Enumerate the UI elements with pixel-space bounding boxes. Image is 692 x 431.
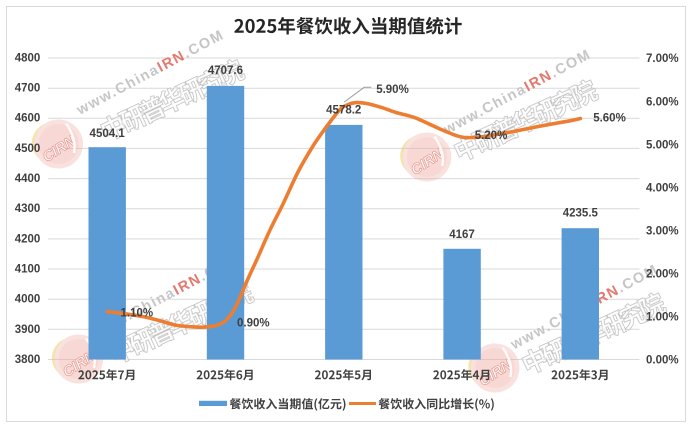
svg-text:4167: 4167 (449, 229, 475, 241)
svg-text:2.00%: 2.00% (646, 269, 679, 281)
svg-text:3.00%: 3.00% (646, 225, 679, 237)
svg-text:5.90%: 5.90% (376, 84, 409, 96)
svg-text:3800: 3800 (15, 354, 41, 366)
svg-text:4100: 4100 (15, 263, 41, 275)
svg-text:0.00%: 0.00% (646, 355, 679, 367)
svg-text:4600: 4600 (15, 113, 41, 125)
svg-text:4504.1: 4504.1 (90, 128, 126, 140)
svg-text:5.20%: 5.20% (475, 130, 508, 142)
svg-text:7.00%: 7.00% (646, 53, 679, 65)
svg-text:5.00%: 5.00% (646, 139, 679, 151)
svg-text:4300: 4300 (15, 203, 41, 215)
svg-text:6.00%: 6.00% (646, 96, 679, 108)
svg-text:4800: 4800 (15, 52, 41, 64)
svg-text:0.90%: 0.90% (237, 317, 270, 329)
svg-text:4578.2: 4578.2 (326, 104, 361, 116)
svg-text:4235.5: 4235.5 (563, 207, 599, 219)
svg-text:5.60%: 5.60% (593, 112, 626, 124)
svg-text:4700: 4700 (15, 83, 41, 95)
svg-text:4500: 4500 (15, 143, 41, 155)
svg-text:1.00%: 1.00% (646, 312, 679, 324)
svg-text:4707.6: 4707.6 (208, 65, 243, 77)
svg-text:1.10%: 1.10% (121, 308, 154, 320)
svg-text:4000: 4000 (15, 294, 41, 306)
svg-text:4200: 4200 (15, 233, 41, 245)
svg-text:4400: 4400 (15, 173, 41, 185)
svg-text:3900: 3900 (15, 324, 41, 336)
svg-text:4.00%: 4.00% (646, 182, 679, 194)
